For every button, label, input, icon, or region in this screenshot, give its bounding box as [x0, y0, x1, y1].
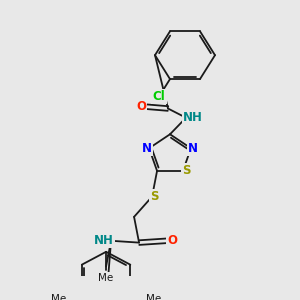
- Text: Me: Me: [51, 294, 66, 300]
- Text: N: N: [142, 142, 152, 155]
- Text: NH: NH: [183, 111, 203, 124]
- Text: N: N: [188, 142, 198, 155]
- Text: S: S: [150, 190, 158, 203]
- Text: S: S: [182, 164, 190, 177]
- Text: Cl: Cl: [153, 90, 165, 103]
- Text: Me: Me: [98, 273, 114, 283]
- Text: NH: NH: [94, 234, 114, 247]
- Text: O: O: [136, 100, 146, 113]
- Text: O: O: [167, 234, 177, 247]
- Text: Me: Me: [146, 294, 161, 300]
